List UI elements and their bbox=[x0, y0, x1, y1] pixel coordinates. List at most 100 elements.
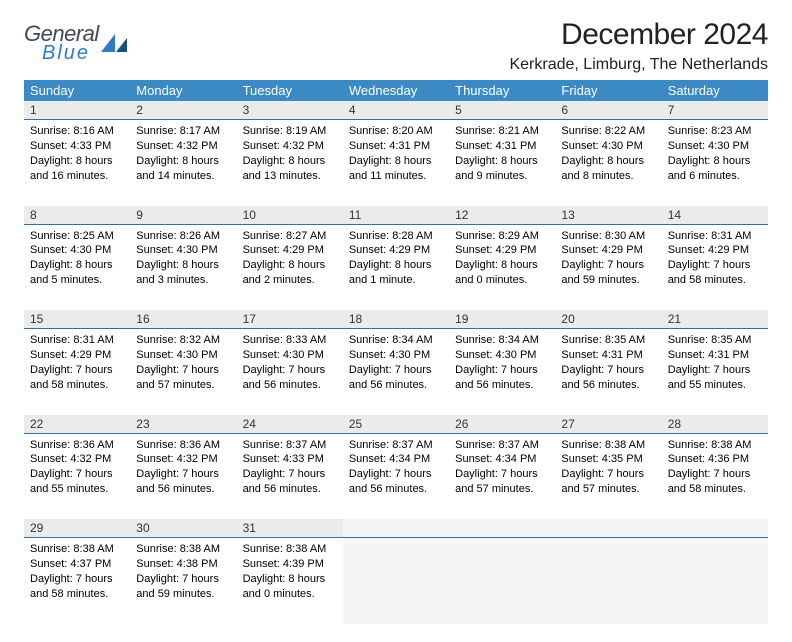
day-details: Sunrise: 8:32 AMSunset: 4:30 PMDaylight:… bbox=[130, 329, 236, 400]
day-number: 10 bbox=[237, 206, 343, 224]
day-details: Sunrise: 8:27 AMSunset: 4:29 PMDaylight:… bbox=[237, 225, 343, 296]
day-body-row: Sunrise: 8:16 AMSunset: 4:33 PMDaylight:… bbox=[24, 120, 768, 206]
day-cell: Sunrise: 8:25 AMSunset: 4:30 PMDaylight:… bbox=[24, 224, 130, 310]
day-number-cell: 13 bbox=[555, 206, 661, 225]
calendar-table: Sunday Monday Tuesday Wednesday Thursday… bbox=[24, 80, 768, 624]
logo-blue: Blue bbox=[24, 44, 99, 62]
day-number: 29 bbox=[24, 519, 130, 537]
day-cell: Sunrise: 8:21 AMSunset: 4:31 PMDaylight:… bbox=[449, 120, 555, 206]
day-number-cell: 22 bbox=[24, 415, 130, 434]
day-details: Sunrise: 8:38 AMSunset: 4:36 PMDaylight:… bbox=[662, 434, 768, 505]
day-number: 19 bbox=[449, 310, 555, 328]
day-number: 2 bbox=[130, 101, 236, 119]
day-body-row: Sunrise: 8:36 AMSunset: 4:32 PMDaylight:… bbox=[24, 433, 768, 519]
day-details: Sunrise: 8:30 AMSunset: 4:29 PMDaylight:… bbox=[555, 225, 661, 296]
day-number-cell: 17 bbox=[237, 310, 343, 329]
logo-sail-icon bbox=[101, 32, 129, 54]
logo-text: General Blue bbox=[24, 24, 99, 62]
day-number-cell: 10 bbox=[237, 206, 343, 225]
day-cell: Sunrise: 8:37 AMSunset: 4:34 PMDaylight:… bbox=[449, 433, 555, 519]
day-number-cell: 18 bbox=[343, 310, 449, 329]
day-number: 22 bbox=[24, 415, 130, 433]
header: General Blue December 2024 Kerkrade, Lim… bbox=[24, 18, 768, 74]
day-number: 3 bbox=[237, 101, 343, 119]
day-details: Sunrise: 8:29 AMSunset: 4:29 PMDaylight:… bbox=[449, 225, 555, 296]
day-cell: Sunrise: 8:26 AMSunset: 4:30 PMDaylight:… bbox=[130, 224, 236, 310]
weekday-header: Wednesday bbox=[343, 80, 449, 101]
day-body-row: Sunrise: 8:38 AMSunset: 4:37 PMDaylight:… bbox=[24, 538, 768, 624]
day-cell bbox=[555, 538, 661, 624]
day-number-cell: 11 bbox=[343, 206, 449, 225]
day-details: Sunrise: 8:38 AMSunset: 4:35 PMDaylight:… bbox=[555, 434, 661, 505]
day-number: 17 bbox=[237, 310, 343, 328]
calendar-page: General Blue December 2024 Kerkrade, Lim… bbox=[0, 0, 792, 642]
day-number-cell: 7 bbox=[662, 101, 768, 120]
day-details: Sunrise: 8:36 AMSunset: 4:32 PMDaylight:… bbox=[24, 434, 130, 505]
day-number: 30 bbox=[130, 519, 236, 537]
day-details: Sunrise: 8:34 AMSunset: 4:30 PMDaylight:… bbox=[449, 329, 555, 400]
day-number-row: 22232425262728 bbox=[24, 415, 768, 434]
day-number: 5 bbox=[449, 101, 555, 119]
day-number: 14 bbox=[662, 206, 768, 224]
day-number: 20 bbox=[555, 310, 661, 328]
day-number-cell: 21 bbox=[662, 310, 768, 329]
day-cell: Sunrise: 8:22 AMSunset: 4:30 PMDaylight:… bbox=[555, 120, 661, 206]
day-number-cell: 3 bbox=[237, 101, 343, 120]
day-cell: Sunrise: 8:27 AMSunset: 4:29 PMDaylight:… bbox=[237, 224, 343, 310]
day-number: 13 bbox=[555, 206, 661, 224]
day-number: 9 bbox=[130, 206, 236, 224]
day-cell: Sunrise: 8:30 AMSunset: 4:29 PMDaylight:… bbox=[555, 224, 661, 310]
day-number: 27 bbox=[555, 415, 661, 433]
day-number: 28 bbox=[662, 415, 768, 433]
day-number-cell: 1 bbox=[24, 101, 130, 120]
day-details: Sunrise: 8:38 AMSunset: 4:38 PMDaylight:… bbox=[130, 538, 236, 609]
day-details: Sunrise: 8:28 AMSunset: 4:29 PMDaylight:… bbox=[343, 225, 449, 296]
day-details: Sunrise: 8:35 AMSunset: 4:31 PMDaylight:… bbox=[555, 329, 661, 400]
day-number-cell: 28 bbox=[662, 415, 768, 434]
day-number-cell: 23 bbox=[130, 415, 236, 434]
day-details: Sunrise: 8:37 AMSunset: 4:33 PMDaylight:… bbox=[237, 434, 343, 505]
day-cell: Sunrise: 8:17 AMSunset: 4:32 PMDaylight:… bbox=[130, 120, 236, 206]
day-details: Sunrise: 8:37 AMSunset: 4:34 PMDaylight:… bbox=[449, 434, 555, 505]
day-number-cell: 19 bbox=[449, 310, 555, 329]
weekday-header: Tuesday bbox=[237, 80, 343, 101]
weekday-header: Saturday bbox=[662, 80, 768, 101]
day-number-cell: 6 bbox=[555, 101, 661, 120]
day-cell bbox=[449, 538, 555, 624]
day-cell: Sunrise: 8:36 AMSunset: 4:32 PMDaylight:… bbox=[130, 433, 236, 519]
weekday-header: Thursday bbox=[449, 80, 555, 101]
day-details: Sunrise: 8:16 AMSunset: 4:33 PMDaylight:… bbox=[24, 120, 130, 191]
day-cell: Sunrise: 8:28 AMSunset: 4:29 PMDaylight:… bbox=[343, 224, 449, 310]
day-details: Sunrise: 8:19 AMSunset: 4:32 PMDaylight:… bbox=[237, 120, 343, 191]
day-details: Sunrise: 8:33 AMSunset: 4:30 PMDaylight:… bbox=[237, 329, 343, 400]
day-number-cell: 25 bbox=[343, 415, 449, 434]
day-number-cell: 9 bbox=[130, 206, 236, 225]
day-number-row: 891011121314 bbox=[24, 206, 768, 225]
day-number-cell: . bbox=[555, 519, 661, 538]
day-number-cell: . bbox=[343, 519, 449, 538]
day-cell: Sunrise: 8:31 AMSunset: 4:29 PMDaylight:… bbox=[24, 329, 130, 415]
day-number-cell: 15 bbox=[24, 310, 130, 329]
day-body-row: Sunrise: 8:25 AMSunset: 4:30 PMDaylight:… bbox=[24, 224, 768, 310]
day-cell: Sunrise: 8:16 AMSunset: 4:33 PMDaylight:… bbox=[24, 120, 130, 206]
day-number-cell: 26 bbox=[449, 415, 555, 434]
logo: General Blue bbox=[24, 18, 129, 62]
day-number-cell: 12 bbox=[449, 206, 555, 225]
day-cell: Sunrise: 8:31 AMSunset: 4:29 PMDaylight:… bbox=[662, 224, 768, 310]
day-number: 18 bbox=[343, 310, 449, 328]
day-number: 15 bbox=[24, 310, 130, 328]
day-details: Sunrise: 8:35 AMSunset: 4:31 PMDaylight:… bbox=[662, 329, 768, 400]
day-number-cell: 14 bbox=[662, 206, 768, 225]
day-number: 24 bbox=[237, 415, 343, 433]
day-cell bbox=[662, 538, 768, 624]
day-number: 4 bbox=[343, 101, 449, 119]
day-cell: Sunrise: 8:38 AMSunset: 4:37 PMDaylight:… bbox=[24, 538, 130, 624]
day-number-cell: . bbox=[662, 519, 768, 538]
weekday-header: Monday bbox=[130, 80, 236, 101]
day-details: Sunrise: 8:22 AMSunset: 4:30 PMDaylight:… bbox=[555, 120, 661, 191]
day-number-cell: 20 bbox=[555, 310, 661, 329]
day-number-cell: 2 bbox=[130, 101, 236, 120]
day-number-cell: 29 bbox=[24, 519, 130, 538]
logo-general: General bbox=[24, 24, 99, 44]
day-details: Sunrise: 8:38 AMSunset: 4:37 PMDaylight:… bbox=[24, 538, 130, 609]
